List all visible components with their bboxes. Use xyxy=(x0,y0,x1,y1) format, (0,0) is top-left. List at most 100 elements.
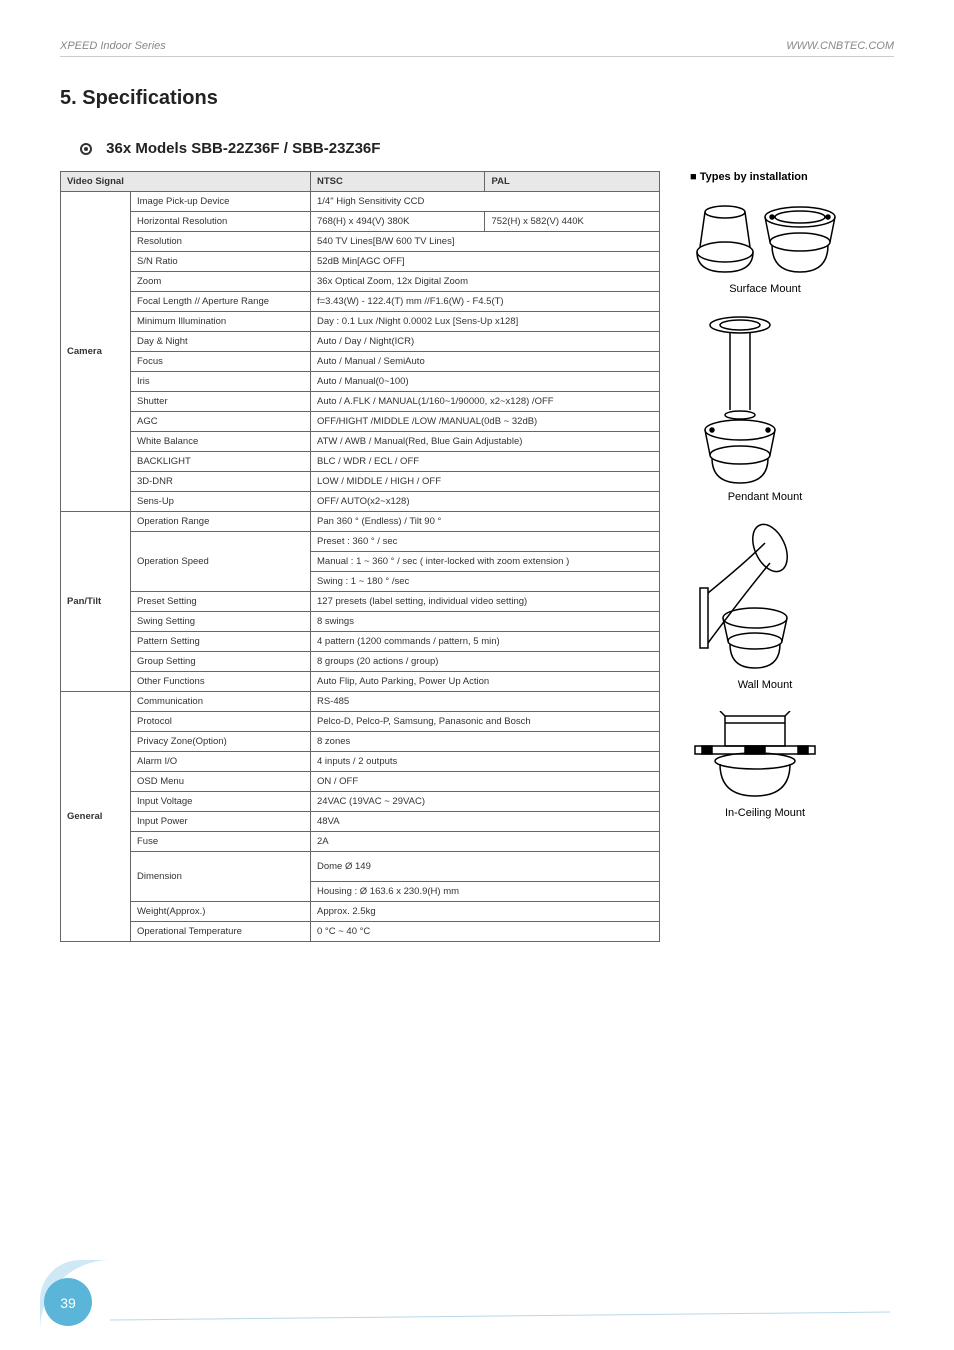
row-label: Pattern Setting xyxy=(131,632,311,652)
row-label: Other Functions xyxy=(131,672,311,692)
row-value: 24VAC (19VAC ~ 29VAC) xyxy=(311,792,660,812)
row-value: 0 °C ~ 40 °C xyxy=(311,922,660,942)
row-label: Weight(Approx.) xyxy=(131,902,311,922)
row-value: Swing : 1 ~ 180 ° /sec xyxy=(311,572,660,592)
mount-label: In-Ceiling Mount xyxy=(690,807,840,819)
side-title: Types by installation xyxy=(690,171,840,183)
row-value: Preset : 360 ° / sec xyxy=(311,532,660,552)
row-value: Auto / Day / Night(ICR) xyxy=(311,332,660,352)
cat-general: General xyxy=(61,692,131,942)
section-title: 5. Specifications xyxy=(60,87,894,110)
row-label: Privacy Zone(Option) xyxy=(131,732,311,752)
row-value: 8 groups (20 actions / group) xyxy=(311,652,660,672)
wall-mount-icon xyxy=(690,523,800,673)
row-value: 8 zones xyxy=(311,732,660,752)
row-label: Iris xyxy=(131,372,311,392)
row-value: Pelco-D, Pelco-P, Samsung, Panasonic and… xyxy=(311,712,660,732)
sub-title-text: 36x Models SBB-22Z36F / SBB-23Z36F xyxy=(106,140,380,157)
sub-title: 36x Models SBB-22Z36F / SBB-23Z36F xyxy=(80,140,894,157)
row-value: Auto / Manual / SemiAuto xyxy=(311,352,660,372)
row-value: 48VA xyxy=(311,812,660,832)
mount-label: Surface Mount xyxy=(690,283,840,295)
row-value: RS-485 xyxy=(311,692,660,712)
row-label: Operational Temperature xyxy=(131,922,311,942)
row-label: Minimum Illumination xyxy=(131,312,311,332)
row-value: Auto / A.FLK / MANUAL(1/160~1/90000, x2~… xyxy=(311,392,660,412)
page-number: 39 xyxy=(60,1295,76,1311)
page-number-badge: 39 xyxy=(40,1260,100,1320)
row-value: 1/4" High Sensitivity CCD xyxy=(311,192,660,212)
row-label: Dimension xyxy=(131,852,311,902)
row-label: White Balance xyxy=(131,432,311,452)
wall-mount-block: Wall Mount xyxy=(690,523,840,691)
row-label: Sens-Up xyxy=(131,492,311,512)
row-value: 752(H) x 582(V) 440K xyxy=(485,212,660,232)
row-value: OFF/HIGHT /MIDDLE /LOW /MANUAL(0dB ~ 32d… xyxy=(311,412,660,432)
cat-pantilt: Pan/Tilt xyxy=(61,512,131,692)
row-value: Housing : Ø 163.6 x 230.9(H) mm xyxy=(311,882,660,902)
row-value: Auto / Manual(0~100) xyxy=(311,372,660,392)
pendant-mount-icon xyxy=(690,315,790,485)
row-label: Image Pick-up Device xyxy=(131,192,311,212)
footer-line xyxy=(110,1310,890,1330)
row-label: Day & Night xyxy=(131,332,311,352)
row-label: Input Power xyxy=(131,812,311,832)
inceiling-mount-icon xyxy=(690,711,820,801)
spec-table: Video Signal NTSC PAL Camera Image Pick-… xyxy=(60,171,660,942)
row-label: Protocol xyxy=(131,712,311,732)
row-value: 8 swings xyxy=(311,612,660,632)
row-label: Preset Setting xyxy=(131,592,311,612)
row-label: Zoom xyxy=(131,272,311,292)
row-label: Resolution xyxy=(131,232,311,252)
surface-mount-block: Surface Mount xyxy=(690,197,840,295)
row-label: Horizontal Resolution xyxy=(131,212,311,232)
row-value: BLC / WDR / ECL / OFF xyxy=(311,452,660,472)
hdr-ntsc: NTSC xyxy=(311,172,485,192)
row-value: 768(H) x 494(V) 380K xyxy=(311,212,485,232)
row-value: LOW / MIDDLE / HIGH / OFF xyxy=(311,472,660,492)
row-label: Input Voltage xyxy=(131,792,311,812)
row-label: Group Setting xyxy=(131,652,311,672)
row-value: Auto Flip, Auto Parking, Power Up Action xyxy=(311,672,660,692)
row-label: Alarm I/O xyxy=(131,752,311,772)
row-value: Day : 0.1 Lux /Night 0.0002 Lux [Sens-Up… xyxy=(311,312,660,332)
row-value: 36x Optical Zoom, 12x Digital Zoom xyxy=(311,272,660,292)
header-right: WWW.CNBTEC.COM xyxy=(786,40,894,52)
row-label: Focal Length // Aperture Range xyxy=(131,292,311,312)
row-label: Shutter xyxy=(131,392,311,412)
page-header: XPEED Indoor Series WWW.CNBTEC.COM xyxy=(60,40,894,57)
row-label: Communication xyxy=(131,692,311,712)
row-label: Operation Speed xyxy=(131,532,311,592)
inceiling-mount-block: In-Ceiling Mount xyxy=(690,711,840,819)
row-label: OSD Menu xyxy=(131,772,311,792)
side-panel: Types by installation Surface Mount xyxy=(690,171,840,839)
main-content: Video Signal NTSC PAL Camera Image Pick-… xyxy=(60,171,894,942)
row-label: Focus xyxy=(131,352,311,372)
row-label: S/N Ratio xyxy=(131,252,311,272)
row-value: 4 inputs / 2 outputs xyxy=(311,752,660,772)
surface-mount-icon xyxy=(690,197,840,277)
mount-label: Wall Mount xyxy=(690,679,840,691)
row-label: 3D-DNR xyxy=(131,472,311,492)
pendant-mount-block: Pendant Mount xyxy=(690,315,840,503)
mount-label: Pendant Mount xyxy=(690,491,840,503)
row-label: BACKLIGHT xyxy=(131,452,311,472)
row-label: AGC xyxy=(131,412,311,432)
row-value: 2A xyxy=(311,832,660,852)
row-value: Approx. 2.5kg xyxy=(311,902,660,922)
header-left: XPEED Indoor Series xyxy=(60,40,166,52)
row-value: Dome Ø 149 xyxy=(311,852,660,882)
row-value: Manual : 1 ~ 360 ° / sec ( inter-locked … xyxy=(311,552,660,572)
row-value: 52dB Min[AGC OFF] xyxy=(311,252,660,272)
row-value: OFF/ AUTO(x2~x128) xyxy=(311,492,660,512)
cat-camera: Camera xyxy=(61,192,131,512)
target-bullet-icon xyxy=(80,143,92,155)
row-value: ON / OFF xyxy=(311,772,660,792)
row-label: Swing Setting xyxy=(131,612,311,632)
row-label: Operation Range xyxy=(131,512,311,532)
row-value: f=3.43(W) - 122.4(T) mm //F1.6(W) - F4.5… xyxy=(311,292,660,312)
hdr-signal: Video Signal xyxy=(61,172,311,192)
hdr-pal: PAL xyxy=(485,172,660,192)
row-value: 127 presets (label setting, individual v… xyxy=(311,592,660,612)
row-value: 4 pattern (1200 commands / pattern, 5 mi… xyxy=(311,632,660,652)
